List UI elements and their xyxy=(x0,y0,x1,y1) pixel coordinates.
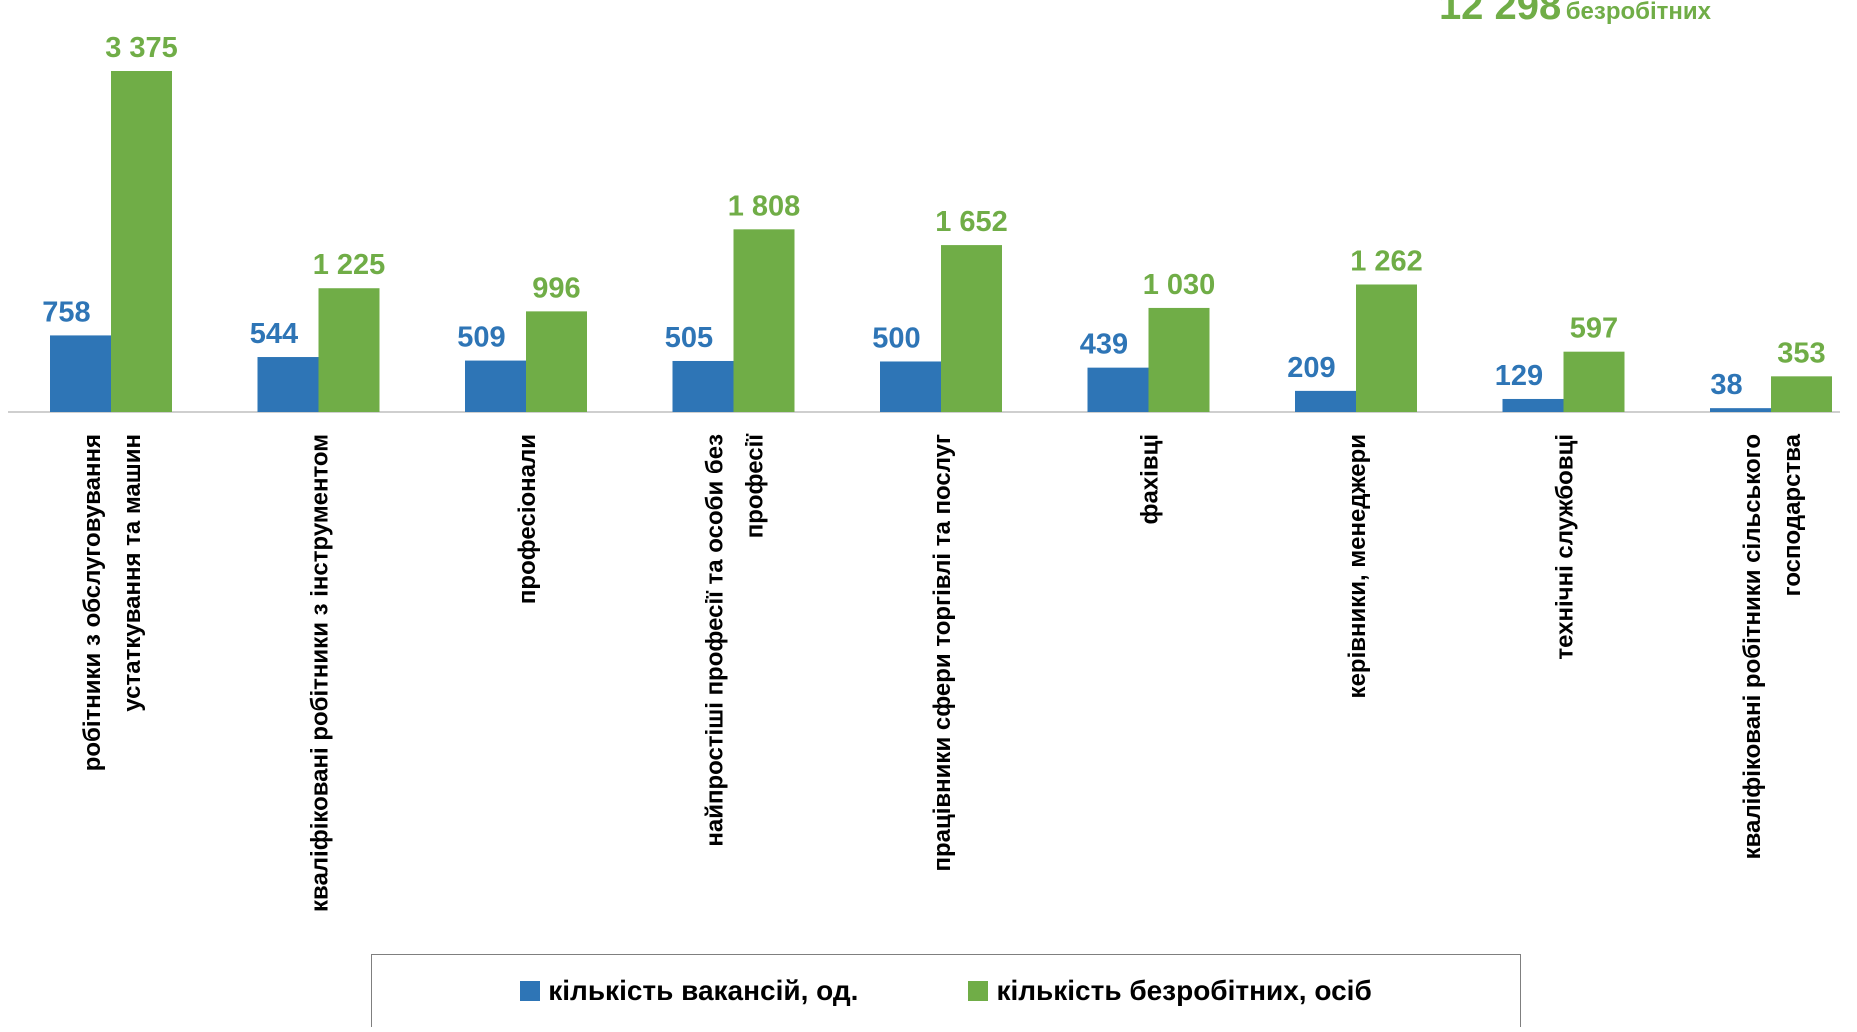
data-label-vacancies: 209 xyxy=(1287,352,1335,384)
category-label: технічні службовці xyxy=(1552,434,1579,660)
bar-unemployed xyxy=(1771,376,1832,412)
legend-label-unemployed: кількість безробітних, осіб xyxy=(996,975,1372,1006)
bar-vacancies xyxy=(1295,390,1356,412)
data-label-unemployed: 353 xyxy=(1777,337,1825,369)
bar-unemployed xyxy=(1148,307,1210,412)
data-label-vacancies: 509 xyxy=(457,322,505,354)
unemployed-total: 12 298 безробітних xyxy=(1439,0,1711,29)
category-label: керівники, менеджери xyxy=(1344,434,1371,698)
legend-item-unemployed: кількість безробітних, осіб xyxy=(968,975,1372,1007)
bar-vacancies xyxy=(1502,398,1564,412)
bar-vacancies xyxy=(672,360,734,412)
category-label-line: кваліфіковані робітники з інструментом xyxy=(307,434,334,912)
bar-unemployed xyxy=(1356,284,1417,412)
data-label-unemployed: 3 375 xyxy=(105,32,178,64)
category-label: фахівці xyxy=(1137,434,1164,525)
bar-unemployed xyxy=(526,311,587,412)
legend-label-vacancies: кількість вакансій, од. xyxy=(548,975,859,1006)
unemployed-total-value: 12 298 xyxy=(1438,0,1562,28)
category-label: кваліфіковані робітники з інструментом xyxy=(307,434,334,912)
bar-vacancies xyxy=(1087,367,1149,412)
category-label: професіонали xyxy=(514,434,541,604)
category-label-line: найпростіші професії та особи без xyxy=(702,434,729,847)
bar-vacancies xyxy=(880,361,941,412)
legend-swatch-vacancies xyxy=(520,981,541,1001)
data-label-unemployed: 1 225 xyxy=(313,249,386,281)
bar-unemployed xyxy=(1563,351,1625,412)
data-label-unemployed: 1 262 xyxy=(1350,245,1423,277)
category-label-line: професіонали xyxy=(514,434,541,604)
bar-unemployed xyxy=(111,71,172,412)
category-label: працівники сфери торгівлі та послуг xyxy=(929,434,956,872)
bar-vacancies xyxy=(257,357,319,412)
category-label-line: фахівці xyxy=(1137,434,1164,525)
data-label-unemployed: 1 808 xyxy=(728,190,801,222)
category-label-line: професії xyxy=(742,433,769,539)
category-label: робітники з обслуговування устаткування т… xyxy=(79,434,146,771)
category-label-line: кваліфіковані робітники сільського xyxy=(1739,434,1766,859)
category-label-line: керівники, менеджери xyxy=(1344,434,1371,698)
bar-unemployed xyxy=(733,229,795,412)
category-label-line: працівники сфери торгівлі та послуг xyxy=(929,434,956,872)
data-label-vacancies: 544 xyxy=(250,318,298,350)
data-label-unemployed: 996 xyxy=(532,272,580,304)
data-label-unemployed: 597 xyxy=(1570,313,1618,345)
category-label-line: робітники з обслуговування xyxy=(79,434,106,771)
bar-unemployed xyxy=(318,288,380,412)
category-label: кваліфіковані робітники сільського господ… xyxy=(1739,433,1806,859)
category-label-line: господарства xyxy=(1779,433,1806,596)
category-label: найпростіші професії та особи без професі… xyxy=(702,433,769,847)
data-label-unemployed: 1 030 xyxy=(1143,269,1216,301)
bar-vacancies xyxy=(465,360,526,412)
category-label-line: технічні службовці xyxy=(1552,434,1579,660)
data-label-vacancies: 129 xyxy=(1495,360,1543,392)
data-label-vacancies: 758 xyxy=(42,296,90,328)
bar-vacancies xyxy=(50,335,111,412)
legend-item-vacancies: кількість вакансій, од. xyxy=(520,975,858,1007)
data-label-vacancies: 505 xyxy=(665,322,713,354)
chart-legend: кількість вакансій, од. кількість безроб… xyxy=(371,954,1521,1027)
data-label-vacancies: 38 xyxy=(1710,369,1742,401)
legend-swatch-unemployed xyxy=(968,981,989,1001)
bar-vacancies xyxy=(1710,408,1771,412)
data-label-vacancies: 500 xyxy=(872,322,920,354)
data-label-unemployed: 1 652 xyxy=(935,206,1008,238)
unemployed-total-label: безробітних xyxy=(1565,0,1711,25)
bar-unemployed xyxy=(941,245,1002,412)
data-label-vacancies: 439 xyxy=(1080,329,1128,361)
category-label-line: устаткування та машин xyxy=(119,434,146,712)
